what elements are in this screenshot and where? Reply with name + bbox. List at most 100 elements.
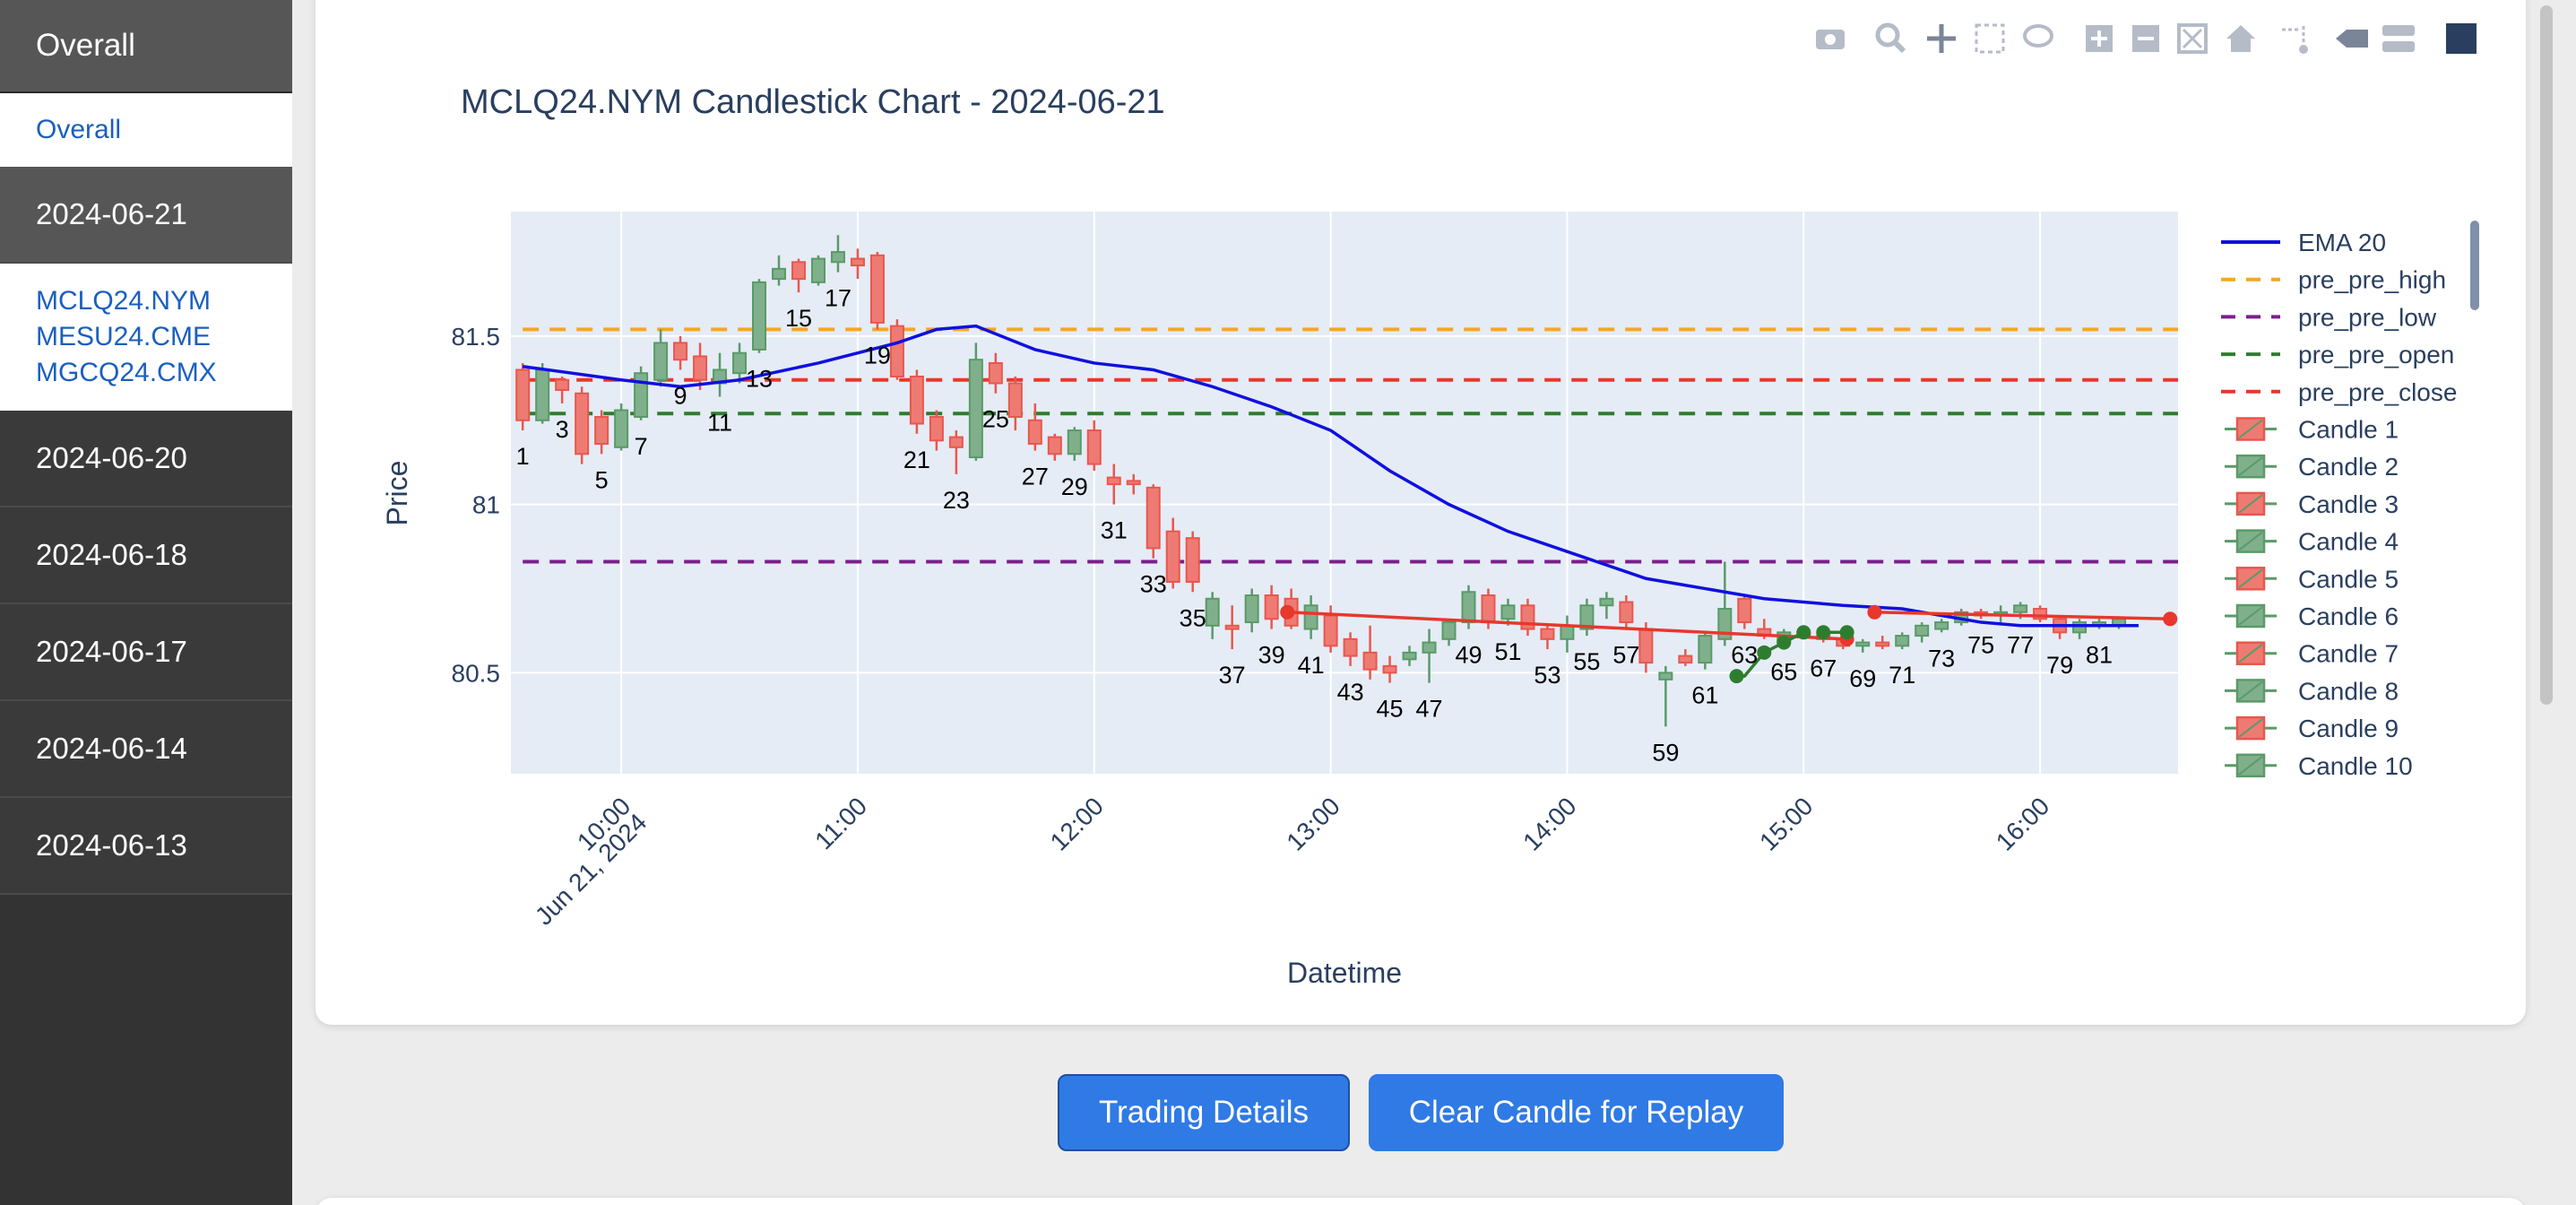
candle-body [1422,641,1437,654]
candle-number-label: 5 [595,466,609,493]
candle-body [1244,594,1259,624]
trade-marker [1776,635,1792,650]
candle-body [1875,641,1890,647]
candle-body [772,267,787,281]
zoom-handle [1892,39,1906,54]
box-select-icon[interactable] [1975,23,2005,54]
legend[interactable]: EMA 20 pre_pre_high pre_pre_low pre_pre_ope… [2221,221,2479,780]
legend-label: Candle 8 [2298,677,2399,705]
sidebar-date-2024-06-21[interactable]: 2024-06-21 [0,167,292,264]
candle-body [1599,597,1614,607]
legend-candle-diagonal [2238,718,2263,738]
candle-number-label: 11 [707,409,732,436]
zoom-in-icon[interactable] [2086,25,2113,52]
page-scrollbar-thumb[interactable] [2540,5,2553,705]
legend-candle-diagonal [2238,494,2263,514]
candle-body [1560,624,1575,640]
sidebar-overall-header[interactable]: Overall [0,0,292,93]
candle-body [1323,614,1338,647]
candle-body [752,281,767,351]
candle-number-label: 49 [1455,642,1482,669]
plot-area[interactable] [511,212,2178,774]
candle-body [1047,436,1062,455]
symbol-link-mes[interactable]: MESU24.CME [36,322,212,351]
candle-number-label: 65 [1770,658,1797,685]
candle-body [1027,419,1042,446]
candle-body [1264,594,1279,620]
candle-body [2033,608,2048,620]
camera-icon[interactable] [1816,30,1845,49]
y-tick-label: 81 [472,491,500,519]
candle-body [1461,591,1476,624]
sidebar-date-2024-06-20[interactable]: 2024-06-20 [0,411,292,507]
lasso-select-icon[interactable] [2023,24,2053,48]
legend-label: Candle 4 [2298,528,2399,556]
candle-body [810,257,826,283]
clear-candle-button[interactable]: Clear Candle for Replay [1369,1074,1784,1151]
x-tick-label: 14:00 [1517,792,1581,855]
symbol-link-mcl[interactable]: MCLQ24.NYM [36,286,212,316]
sidebar-date-2024-06-18[interactable]: 2024-06-18 [0,507,292,604]
candle-body [1224,624,1240,630]
candle-number-label: 69 [1849,665,1876,692]
sidebar-date-2024-06-14[interactable]: 2024-06-14 [0,701,292,798]
compare-bar-1 [2382,25,2415,36]
candle-number-label: 63 [1731,642,1758,669]
lasso [2023,24,2053,48]
candle-body [909,375,924,425]
candle-body [791,261,806,281]
candle-number-label: 47 [1416,696,1443,723]
candle-body [732,351,748,375]
zoom-icon[interactable] [1875,22,1906,54]
box-select [1975,23,2005,54]
candle-number-label: 33 [1140,571,1167,598]
candle-body [1500,604,1516,620]
y-tick-label: 80.5 [452,659,501,687]
y-axis-title: Price [381,461,413,526]
candle-number-label: 45 [1377,696,1404,723]
autoscale-d2 [2182,28,2203,49]
y-tick-label: 81.5 [452,323,501,351]
pan-icon[interactable] [1927,24,1956,53]
sidebar-date-2024-06-17[interactable]: 2024-06-17 [0,604,292,701]
legend-label: Candle 6 [2298,602,2399,630]
candle-number-label: 53 [1534,662,1560,689]
candle-body [830,251,845,264]
sidebar-date-2024-06-13[interactable]: 2024-06-13 [0,798,292,895]
zoom-out-icon[interactable] [2132,25,2159,52]
trading-details-button[interactable]: Trading Details [1058,1074,1350,1151]
candle-number-label: 81 [2086,642,2113,669]
x-tick-label: 12:00 [1045,792,1109,855]
modebar [1816,22,2477,54]
candle-body [1007,382,1023,419]
symbol-link-mgc[interactable]: MGCQ24.CMX [36,358,217,387]
candle-number-label: 51 [1494,638,1521,665]
plotly-logo-box [2446,23,2477,54]
legend-label: Candle 10 [2298,752,2413,780]
candle-body [869,254,885,324]
sidebar-overall-link[interactable]: Overall [36,115,122,144]
candle-body [555,378,570,391]
bottom-card [316,1198,2526,1205]
candle-body [968,359,983,459]
reset-axes-icon[interactable] [2226,25,2255,52]
legend-label: Candle 5 [2298,565,2399,593]
autoscale-icon[interactable] [2177,23,2208,54]
candlestick-chart[interactable]: MCLQ24.NYM Candlestick Chart - 2024-06-2… [316,0,2526,1025]
plotly-logo-icon[interactable] [2446,23,2477,54]
spike-lines-icon[interactable] [2282,26,2308,54]
candle-number-label: 57 [1612,642,1639,669]
candle-body [850,257,865,267]
x-axis-title: Datetime [1287,957,1402,989]
legend-label: Candle 7 [2298,640,2399,668]
candle-number-label: 21 [903,446,930,473]
candle-body [1441,621,1457,640]
candle-number-label: 39 [1258,642,1285,669]
candle-body [889,325,904,377]
legend-candle-diagonal [2238,568,2263,589]
candle-body [1855,641,1871,647]
legend-label: pre_pre_open [2298,341,2454,368]
hover-closest-icon[interactable] [2336,30,2368,48]
hover-compare-icon[interactable] [2382,25,2415,52]
